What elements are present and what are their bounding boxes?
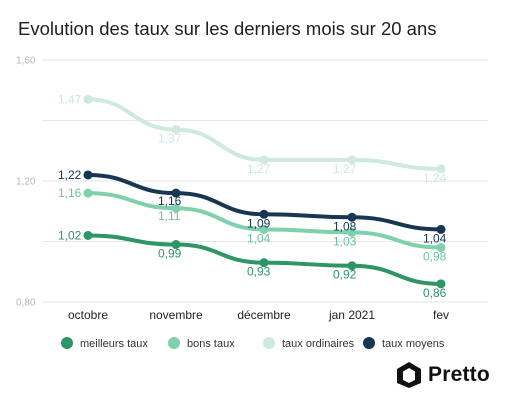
legend-marker [168, 337, 180, 349]
x-tick-label: décembre [237, 308, 291, 322]
legend-marker [363, 337, 375, 349]
data-label: 0,92 [333, 268, 357, 282]
x-tick-label: jan 2021 [328, 308, 375, 322]
y-tick-label: 1,60 [16, 56, 36, 67]
data-point [347, 227, 357, 237]
pretto-logo: Pretto [396, 360, 490, 390]
data-point [259, 209, 269, 219]
data-point [347, 261, 357, 271]
legend-marker [263, 337, 275, 349]
data-label: 0,93 [247, 265, 271, 279]
data-label: 1,27 [247, 162, 271, 176]
legend-label: taux ordinaires [282, 338, 355, 350]
data-point [171, 240, 181, 250]
x-tick-label: octobre [68, 308, 108, 322]
legend-label: meilleurs taux [80, 338, 148, 350]
data-label: 1,16 [158, 194, 182, 208]
data-point [347, 212, 357, 222]
data-point [171, 203, 181, 213]
x-tick-label: fev [433, 308, 449, 322]
data-label: 1,24 [423, 171, 447, 185]
data-label: 0,99 [158, 247, 182, 261]
data-point [436, 224, 446, 234]
data-point [347, 155, 357, 165]
data-label: 1,03 [333, 234, 357, 248]
data-point [83, 94, 93, 104]
data-label: 1,16 [58, 186, 82, 200]
data-point [83, 230, 93, 240]
data-point [436, 164, 446, 174]
legend-label: taux moyens [382, 338, 445, 350]
data-point [171, 188, 181, 198]
data-label: 1,11 [158, 209, 181, 223]
data-point [171, 125, 181, 135]
data-label: 1,37 [158, 132, 182, 146]
data-label: 1,09 [247, 216, 271, 230]
data-point [259, 258, 269, 268]
data-point [259, 155, 269, 165]
data-label: 1,47 [58, 92, 82, 106]
legend-label: bons taux [187, 338, 235, 350]
y-tick-label: 0,80 [16, 298, 36, 309]
data-point [83, 170, 93, 180]
data-label: 0,98 [423, 250, 447, 264]
data-label: 1,08 [333, 219, 357, 233]
y-tick-label: 1,20 [16, 177, 36, 188]
data-label: 1,27 [333, 162, 357, 176]
chart-title: Evolution des taux sur les derniers mois… [18, 18, 437, 39]
data-label: 1,04 [423, 231, 447, 245]
data-point [436, 279, 446, 289]
data-label: 1,02 [58, 228, 82, 242]
logo-text: Pretto [428, 363, 490, 386]
data-label: 0,86 [423, 286, 447, 300]
data-label: 1,04 [247, 231, 271, 245]
data-point [259, 224, 269, 234]
data-label: 1,22 [58, 168, 82, 182]
legend-marker [61, 337, 73, 349]
data-point [83, 188, 93, 198]
pretto-house-icon [397, 362, 421, 388]
x-tick-label: novembre [149, 308, 203, 322]
data-point [436, 243, 446, 253]
